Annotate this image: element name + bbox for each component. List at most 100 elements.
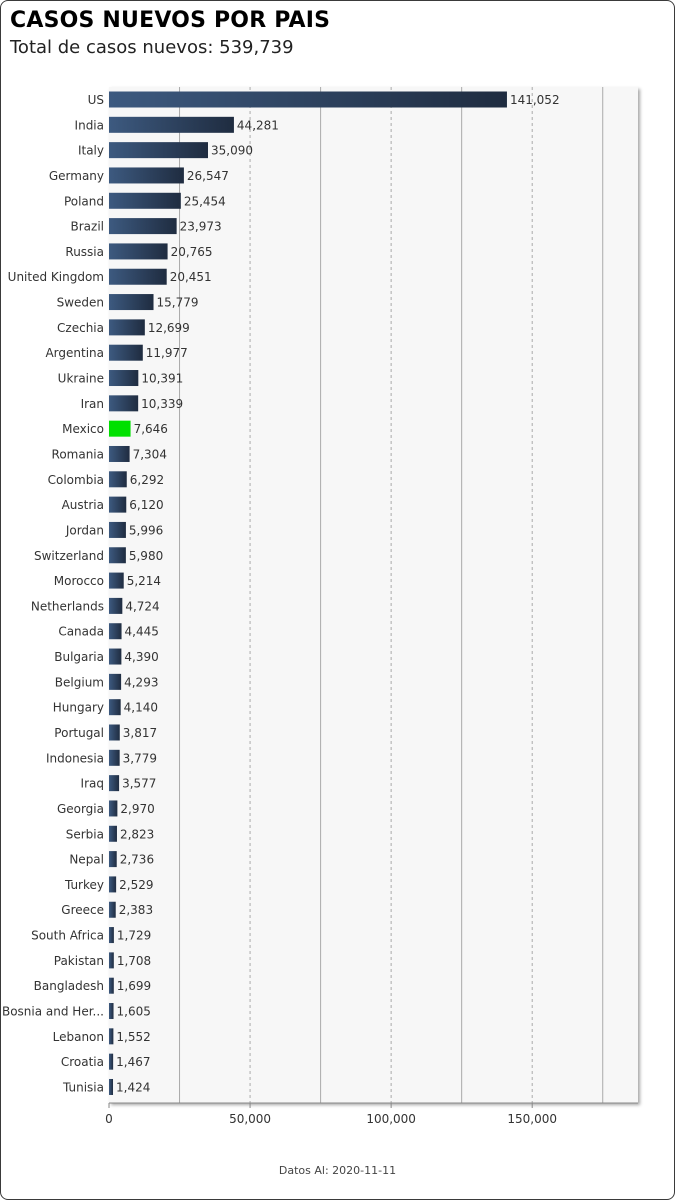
category-label: Nepal <box>69 853 104 867</box>
bar-italy <box>109 142 209 159</box>
category-label: South Africa <box>31 929 104 943</box>
category-label: Italy <box>78 144 104 158</box>
data-label: 4,293 <box>124 675 158 689</box>
bar-pakistan <box>109 952 114 969</box>
data-label: 15,779 <box>157 296 199 310</box>
category-label: Georgia <box>57 802 104 816</box>
value-labels: 141,052 44,281 35,090 26,547 25,454 23,973 20,… <box>116 93 560 1094</box>
bar-south-africa <box>109 927 114 944</box>
category-label: Tunisia <box>62 1080 104 1094</box>
bar-bangladesh <box>109 977 114 994</box>
bar-czechia <box>109 319 145 336</box>
chart-title: CASOS NUEVOS POR PAIS <box>10 8 331 33</box>
bar-romania <box>109 445 130 462</box>
bar-lebanon <box>109 1028 114 1045</box>
category-label: Iraq <box>81 777 104 791</box>
data-label: 4,445 <box>125 625 159 639</box>
bar-canada <box>109 623 122 640</box>
bar-portugal <box>109 724 120 741</box>
bar-hungary <box>109 699 121 716</box>
bar-india <box>109 116 234 133</box>
data-label: 10,391 <box>141 372 183 386</box>
bar-iran <box>109 395 139 412</box>
data-label: 2,383 <box>119 903 153 917</box>
data-label: 4,724 <box>125 599 159 613</box>
bar-netherlands <box>109 597 123 614</box>
bar-switzerland <box>109 547 126 564</box>
data-label: 25,454 <box>184 194 226 208</box>
data-label: 5,996 <box>129 523 163 537</box>
category-label: Greece <box>61 903 104 917</box>
data-label: 10,339 <box>141 397 183 411</box>
bar-belgium <box>109 673 122 690</box>
data-label: 1,699 <box>117 979 151 993</box>
bar-us <box>109 91 507 108</box>
x-axis: 0 50,000 100,000 150,000 <box>105 1102 638 1126</box>
data-label: 1,605 <box>117 1005 151 1019</box>
data-label: 1,729 <box>117 929 151 943</box>
category-label: Mexico <box>62 422 104 436</box>
category-label: Pakistan <box>54 954 104 968</box>
data-label: 4,140 <box>124 701 158 715</box>
data-label: 11,977 <box>146 346 188 360</box>
bar-georgia <box>109 800 118 817</box>
bar-mexico <box>109 420 131 437</box>
category-label: US <box>88 93 104 107</box>
category-label: Portugal <box>54 726 104 740</box>
data-label: 2,823 <box>120 827 154 841</box>
data-date-footer: Datos Al: 2020-11-11 <box>278 1164 397 1177</box>
data-label: 44,281 <box>237 118 279 132</box>
plot-area <box>109 87 638 1103</box>
category-label: Turkey <box>64 878 104 892</box>
data-label: 1,552 <box>116 1030 150 1044</box>
data-label: 20,765 <box>171 245 213 259</box>
category-label: Jordan <box>65 523 104 537</box>
data-label: 3,817 <box>123 726 157 740</box>
data-label: 6,120 <box>129 498 163 512</box>
bar-iraq <box>109 775 120 792</box>
category-label: Colombia <box>48 473 104 487</box>
data-label: 3,577 <box>122 777 156 791</box>
data-label: 35,090 <box>211 144 253 158</box>
data-label: 26,547 <box>187 169 229 183</box>
data-label: 4,390 <box>124 650 158 664</box>
bar-sweden <box>109 294 154 311</box>
x-tick-label: 150,000 <box>507 1112 557 1126</box>
bar-turkey <box>109 876 117 893</box>
bar-bosnia-and-her <box>109 1003 114 1020</box>
category-label: Bangladesh <box>34 979 104 993</box>
data-label: 141,052 <box>510 93 560 107</box>
data-label: 7,304 <box>133 447 167 461</box>
category-label: Netherlands <box>31 599 104 613</box>
data-label: 1,467 <box>116 1055 150 1069</box>
bar-croatia <box>109 1053 114 1070</box>
data-label: 7,646 <box>134 422 168 436</box>
category-label: Serbia <box>66 827 104 841</box>
category-label: Czechia <box>57 321 104 335</box>
bar-russia <box>109 243 168 260</box>
data-label: 6,292 <box>130 473 164 487</box>
category-label: India <box>75 118 104 132</box>
x-tick-label: 100,000 <box>366 1112 416 1126</box>
data-label: 12,699 <box>148 321 190 335</box>
bar-brazil <box>109 218 177 235</box>
bar-united-kingdom <box>109 268 167 285</box>
data-label: 5,980 <box>129 549 163 563</box>
chart-subtitle: Total de casos nuevos: 539,739 <box>10 37 294 58</box>
category-label: Sweden <box>57 296 104 310</box>
category-label: United Kingdom <box>8 270 104 284</box>
category-label: Canada <box>58 625 104 639</box>
category-label: Russia <box>65 245 104 259</box>
bar-poland <box>109 192 181 209</box>
data-label: 2,970 <box>120 802 154 816</box>
x-tick-label: 0 <box>105 1112 113 1126</box>
bar-austria <box>109 496 127 513</box>
category-label: Argentina <box>45 346 104 360</box>
category-label: Austria <box>62 498 104 512</box>
bars <box>109 91 507 1095</box>
category-label: Iran <box>81 397 104 411</box>
category-label: Bosnia and Her... <box>2 1005 104 1019</box>
data-label: 1,424 <box>116 1080 150 1094</box>
data-label: 2,529 <box>119 878 153 892</box>
